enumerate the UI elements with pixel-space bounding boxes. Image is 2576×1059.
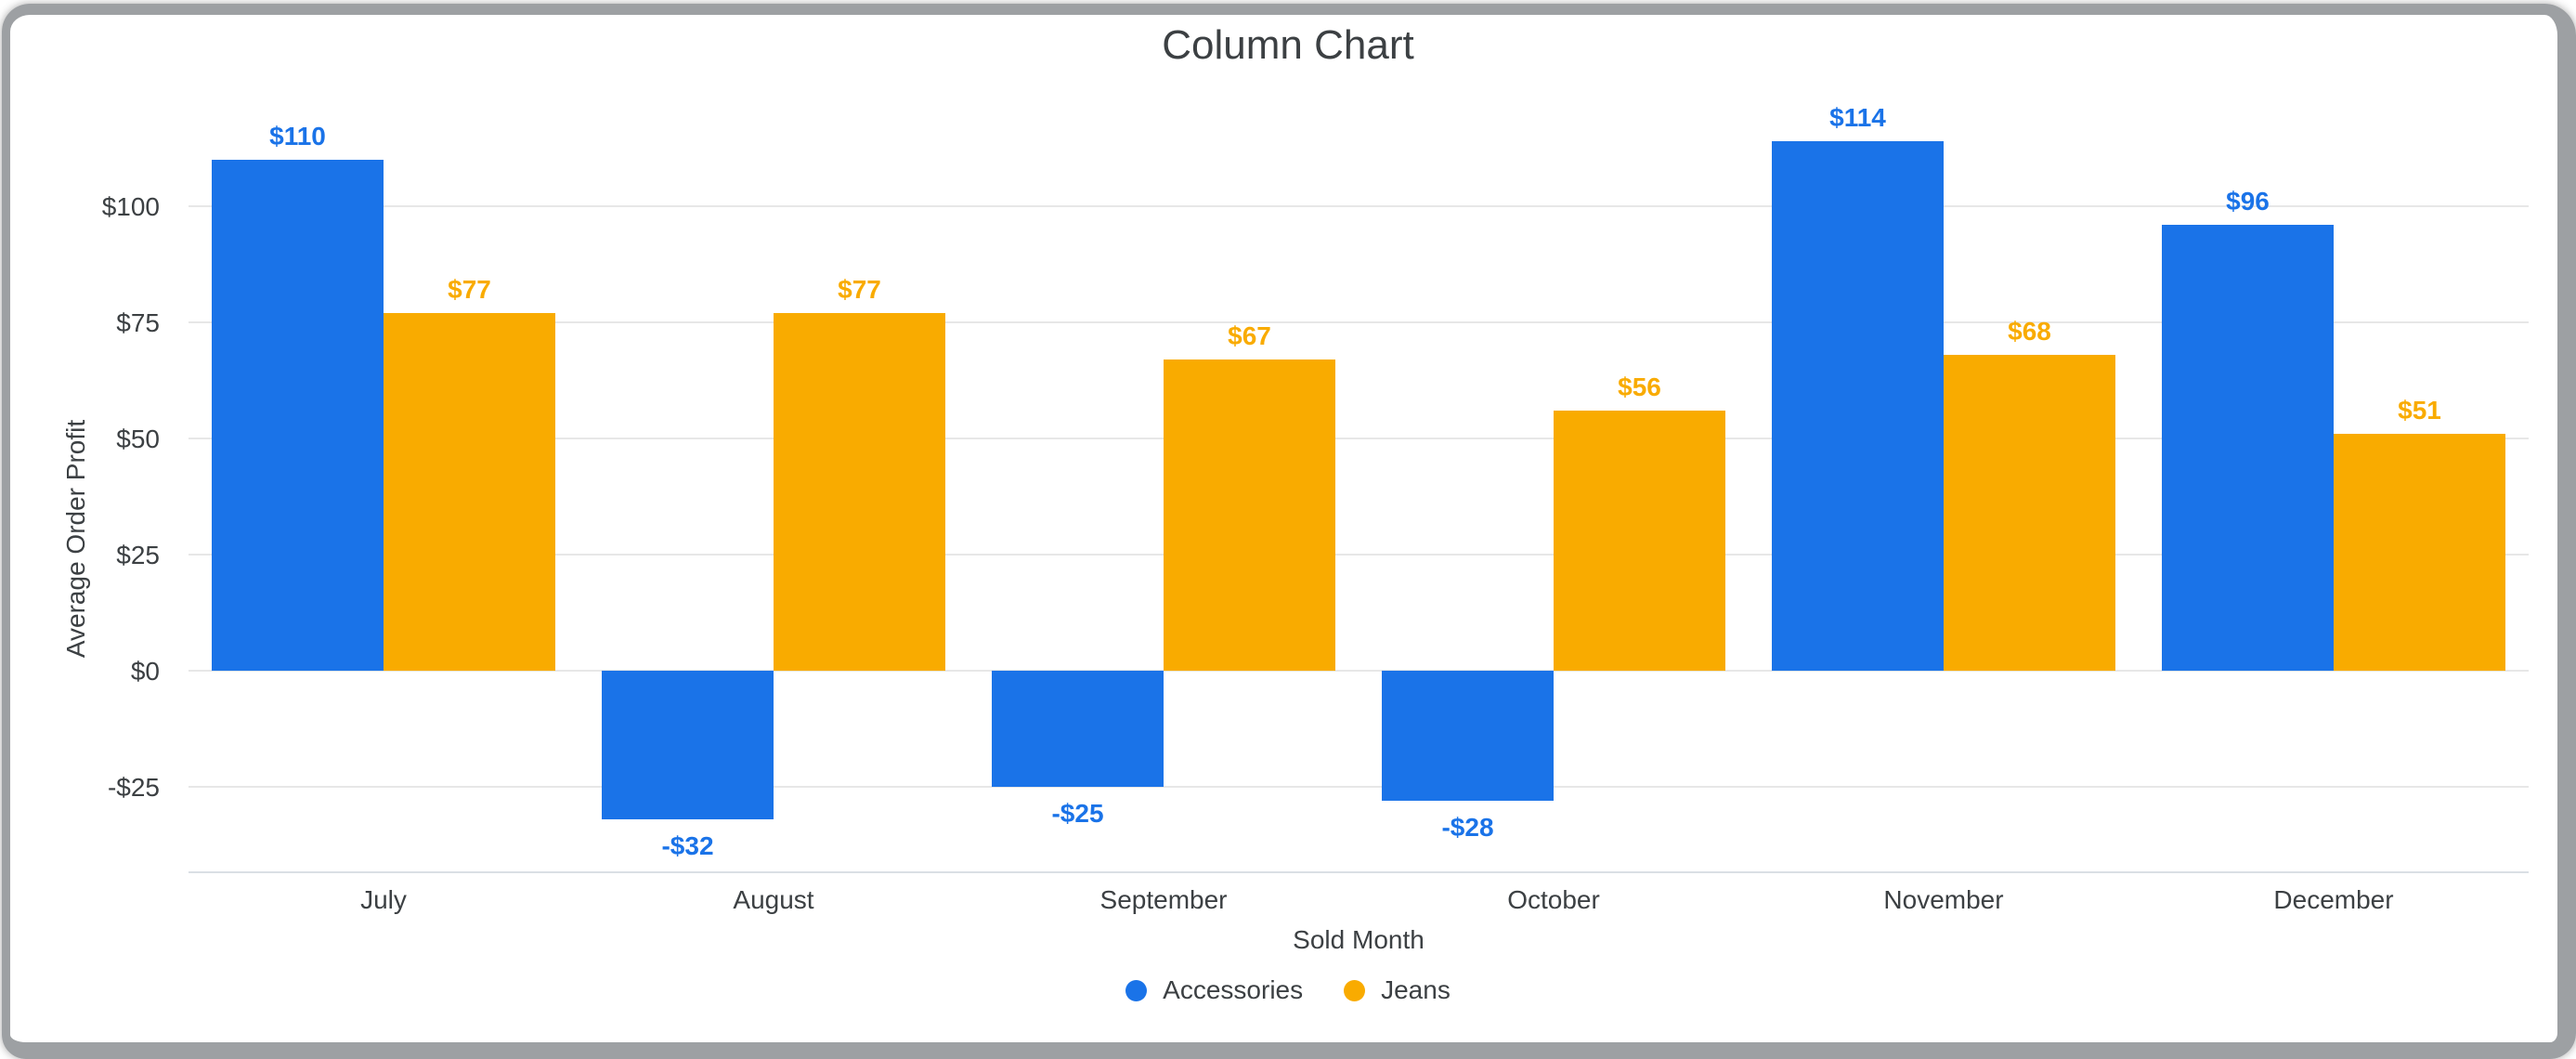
legend-item-accessories[interactable]: Accessories <box>1125 975 1303 1005</box>
bar-value-label: $68 <box>2008 317 2051 346</box>
bar-value-label: $96 <box>2226 187 2270 216</box>
bar-value-label: -$25 <box>1051 799 1103 828</box>
x-tick-label: October <box>1507 885 1600 914</box>
bar-value-label: $56 <box>1618 373 1661 401</box>
bar-value-label: $77 <box>838 275 881 304</box>
bar-jeans-july[interactable] <box>384 313 555 671</box>
x-tick-label: December <box>2273 885 2393 914</box>
bar-value-label: $114 <box>1829 103 1886 132</box>
bar-accessories-july[interactable] <box>212 160 384 671</box>
bar-accessories-november[interactable] <box>1772 141 1944 671</box>
bar-value-label: $110 <box>269 122 326 150</box>
y-tick-label: $0 <box>131 657 160 686</box>
legend: Accessories Jeans <box>0 975 2576 1005</box>
bar-accessories-december[interactable] <box>2162 225 2334 671</box>
chart-title: Column Chart <box>1162 22 1414 68</box>
y-tick-label: $75 <box>116 308 160 337</box>
bar-jeans-september[interactable] <box>1164 360 1335 671</box>
bar-accessories-october[interactable] <box>1382 671 1554 801</box>
legend-item-jeans[interactable]: Jeans <box>1344 975 1451 1005</box>
legend-label: Jeans <box>1381 975 1451 1004</box>
legend-dot-jeans <box>1344 979 1366 1001</box>
legend-label: Accessories <box>1163 975 1304 1004</box>
bar-accessories-september[interactable] <box>992 671 1164 787</box>
y-tick-label: $100 <box>102 192 160 221</box>
x-axis-title: Sold Month <box>1293 925 1425 954</box>
x-tick-label: August <box>733 885 813 914</box>
bar-value-label: $67 <box>1228 321 1271 350</box>
y-tick-label: -$25 <box>108 773 160 802</box>
y-axis-title: Average Order Profit <box>61 419 90 659</box>
bar-jeans-december[interactable] <box>2334 434 2505 671</box>
bar-jeans-october[interactable] <box>1554 411 1725 671</box>
bar-accessories-august[interactable] <box>602 671 774 819</box>
bar-value-label: -$28 <box>1441 813 1493 842</box>
bar-value-label: $51 <box>2398 396 2441 425</box>
bar-jeans-november[interactable] <box>1944 355 2115 671</box>
x-tick-label: November <box>1883 885 2003 914</box>
x-tick-label: September <box>1100 885 1228 914</box>
legend-dot-accessories <box>1125 979 1148 1001</box>
bar-value-label: $77 <box>448 275 491 304</box>
bar-value-label: -$32 <box>661 831 713 860</box>
y-tick-label: $50 <box>116 425 160 453</box>
y-tick-label: $25 <box>116 541 160 569</box>
bar-jeans-august[interactable] <box>774 313 945 671</box>
x-tick-label: July <box>360 885 407 914</box>
